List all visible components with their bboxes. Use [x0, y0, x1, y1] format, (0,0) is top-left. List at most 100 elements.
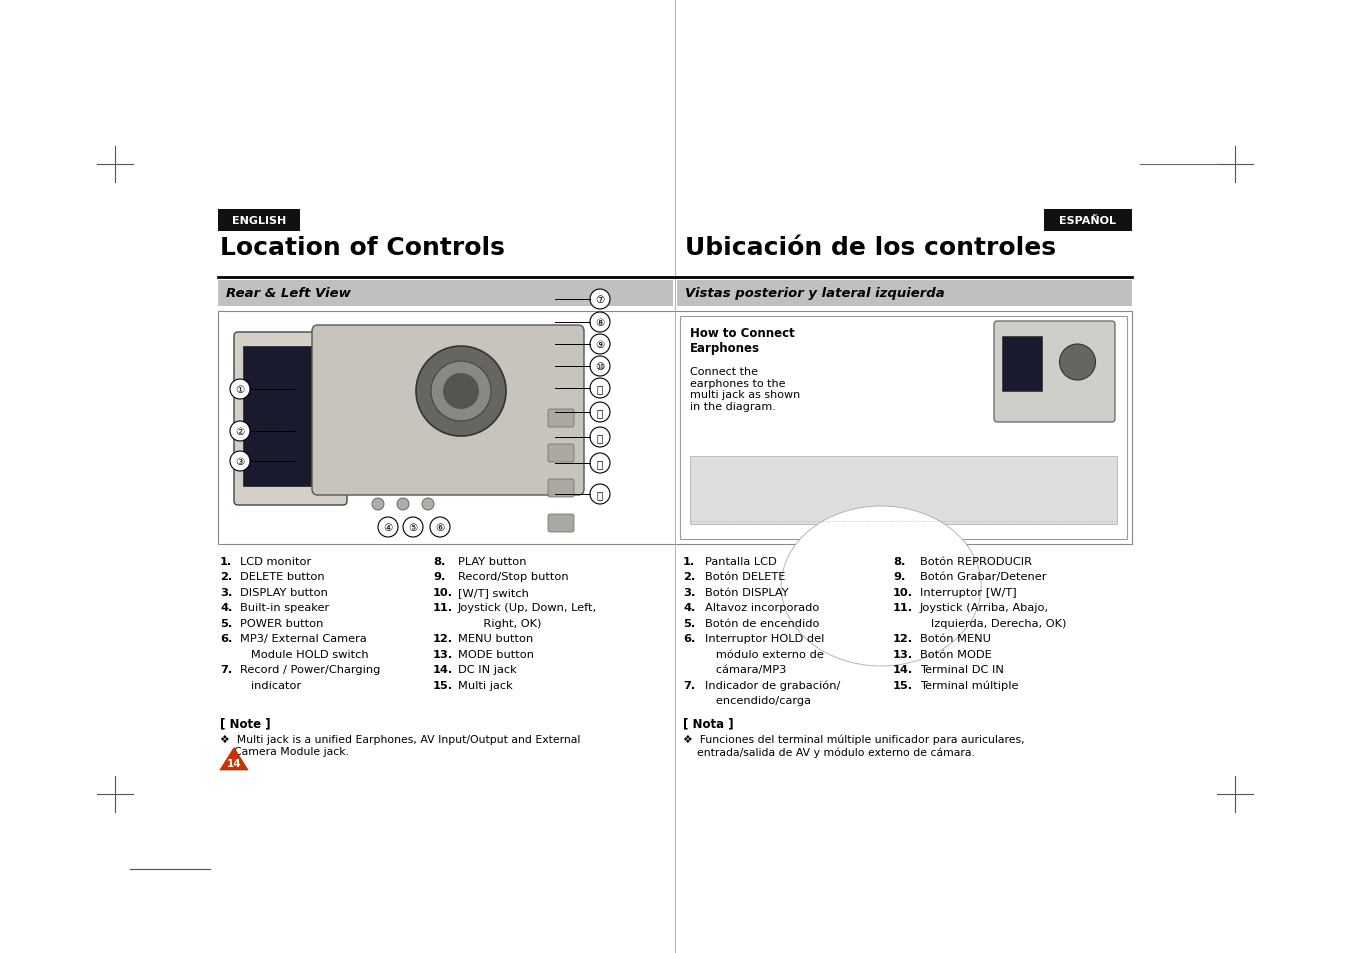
- Text: 9.: 9.: [433, 572, 446, 582]
- Text: Ubicación de los controles: Ubicación de los controles: [684, 235, 1056, 260]
- Text: 8.: 8.: [433, 557, 446, 566]
- Text: ②: ②: [235, 427, 244, 436]
- Text: cámara/MP3: cámara/MP3: [705, 665, 786, 675]
- Text: Joystick (Up, Down, Left,: Joystick (Up, Down, Left,: [458, 603, 597, 613]
- Circle shape: [590, 428, 610, 448]
- Text: 9.: 9.: [892, 572, 906, 582]
- Text: ENGLISH: ENGLISH: [232, 215, 286, 226]
- Text: 1.: 1.: [683, 557, 695, 566]
- Text: Terminal múltiple: Terminal múltiple: [919, 680, 1018, 691]
- Text: ①: ①: [235, 385, 244, 395]
- Text: ⑨: ⑨: [595, 339, 605, 350]
- Text: Botón Grabar/Detener: Botón Grabar/Detener: [919, 572, 1046, 582]
- Text: Record/Stop button: Record/Stop button: [458, 572, 568, 582]
- Text: 15.: 15.: [433, 680, 454, 690]
- FancyBboxPatch shape: [548, 515, 574, 533]
- Text: encendido/carga: encendido/carga: [705, 696, 811, 706]
- FancyBboxPatch shape: [312, 326, 585, 496]
- Text: 2.: 2.: [220, 572, 232, 582]
- Text: ⑩: ⑩: [595, 361, 605, 372]
- Text: módulo externo de: módulo externo de: [705, 649, 824, 659]
- Text: 6.: 6.: [220, 634, 232, 644]
- Text: ⑭: ⑭: [597, 458, 603, 469]
- Circle shape: [590, 313, 610, 333]
- Text: Vistas posterior y lateral izquierda: Vistas posterior y lateral izquierda: [684, 287, 945, 300]
- Text: 1.: 1.: [220, 557, 232, 566]
- Text: 2.: 2.: [683, 572, 695, 582]
- Circle shape: [590, 356, 610, 376]
- Circle shape: [590, 454, 610, 474]
- Text: ⑬: ⑬: [597, 433, 603, 442]
- FancyBboxPatch shape: [548, 444, 574, 462]
- Circle shape: [431, 517, 450, 537]
- FancyBboxPatch shape: [234, 333, 347, 505]
- Text: Connect the
earphones to the
multi jack as shown
in the diagram.: Connect the earphones to the multi jack …: [690, 367, 801, 412]
- Circle shape: [590, 402, 610, 422]
- Text: 14: 14: [227, 759, 242, 768]
- Circle shape: [423, 498, 433, 511]
- Text: 4.: 4.: [220, 603, 232, 613]
- Circle shape: [378, 517, 398, 537]
- Circle shape: [1060, 345, 1095, 380]
- Text: 5.: 5.: [683, 618, 695, 628]
- Text: 3.: 3.: [683, 587, 695, 598]
- Text: Pantalla LCD: Pantalla LCD: [705, 557, 776, 566]
- Text: DISPLAY button: DISPLAY button: [240, 587, 328, 598]
- Text: [W/T] switch: [W/T] switch: [458, 587, 529, 598]
- Text: Botón MENU: Botón MENU: [919, 634, 991, 644]
- Text: PLAY button: PLAY button: [458, 557, 526, 566]
- Text: Botón REPRODUCIR: Botón REPRODUCIR: [919, 557, 1031, 566]
- Circle shape: [404, 517, 423, 537]
- Text: ⑪: ⑪: [597, 384, 603, 394]
- Text: Botón DELETE: Botón DELETE: [705, 572, 786, 582]
- Text: 14.: 14.: [433, 665, 454, 675]
- Circle shape: [590, 484, 610, 504]
- Text: 10.: 10.: [433, 587, 454, 598]
- FancyBboxPatch shape: [548, 479, 574, 497]
- FancyBboxPatch shape: [217, 281, 674, 307]
- FancyBboxPatch shape: [1044, 210, 1133, 232]
- Text: ⑫: ⑫: [597, 408, 603, 417]
- FancyBboxPatch shape: [676, 281, 1133, 307]
- Text: Botón MODE: Botón MODE: [919, 649, 992, 659]
- Text: ⑤: ⑤: [408, 522, 417, 533]
- Circle shape: [230, 379, 250, 399]
- Text: ③: ③: [235, 456, 244, 467]
- Text: 7.: 7.: [220, 665, 232, 675]
- Text: 10.: 10.: [892, 587, 913, 598]
- Circle shape: [590, 378, 610, 398]
- Text: Multi jack: Multi jack: [458, 680, 513, 690]
- Text: Interruptor [W/T]: Interruptor [W/T]: [919, 587, 1017, 598]
- Text: MENU button: MENU button: [458, 634, 533, 644]
- Text: 4.: 4.: [683, 603, 695, 613]
- Text: Botón DISPLAY: Botón DISPLAY: [705, 587, 788, 598]
- Text: ⑥: ⑥: [435, 522, 444, 533]
- FancyBboxPatch shape: [243, 347, 338, 486]
- Text: Izquierda, Derecha, OK): Izquierda, Derecha, OK): [919, 618, 1066, 628]
- Circle shape: [590, 335, 610, 355]
- Text: 8.: 8.: [892, 557, 906, 566]
- Text: 3.: 3.: [220, 587, 232, 598]
- Text: Record / Power/Charging: Record / Power/Charging: [240, 665, 381, 675]
- FancyBboxPatch shape: [217, 210, 300, 232]
- Text: 14.: 14.: [892, 665, 913, 675]
- Text: MODE button: MODE button: [458, 649, 535, 659]
- Text: DELETE button: DELETE button: [240, 572, 324, 582]
- Text: ❖  Multi jack is a unified Earphones, AV Input/Output and External
    Camera Mo: ❖ Multi jack is a unified Earphones, AV …: [220, 734, 580, 756]
- Circle shape: [416, 347, 506, 436]
- Text: Rear & Left View: Rear & Left View: [225, 287, 351, 300]
- Text: Location of Controls: Location of Controls: [220, 235, 505, 260]
- Text: 7.: 7.: [683, 680, 695, 690]
- Circle shape: [443, 374, 479, 410]
- Text: 6.: 6.: [683, 634, 695, 644]
- Text: LCD monitor: LCD monitor: [240, 557, 312, 566]
- Text: Built-in speaker: Built-in speaker: [240, 603, 329, 613]
- FancyBboxPatch shape: [548, 410, 574, 428]
- Text: ⑧: ⑧: [595, 317, 605, 328]
- Text: 13.: 13.: [433, 649, 454, 659]
- FancyBboxPatch shape: [994, 322, 1115, 422]
- Text: How to Connect
Earphones: How to Connect Earphones: [690, 327, 795, 355]
- Text: 13.: 13.: [892, 649, 913, 659]
- Text: 11.: 11.: [433, 603, 454, 613]
- Text: indicator: indicator: [240, 680, 301, 690]
